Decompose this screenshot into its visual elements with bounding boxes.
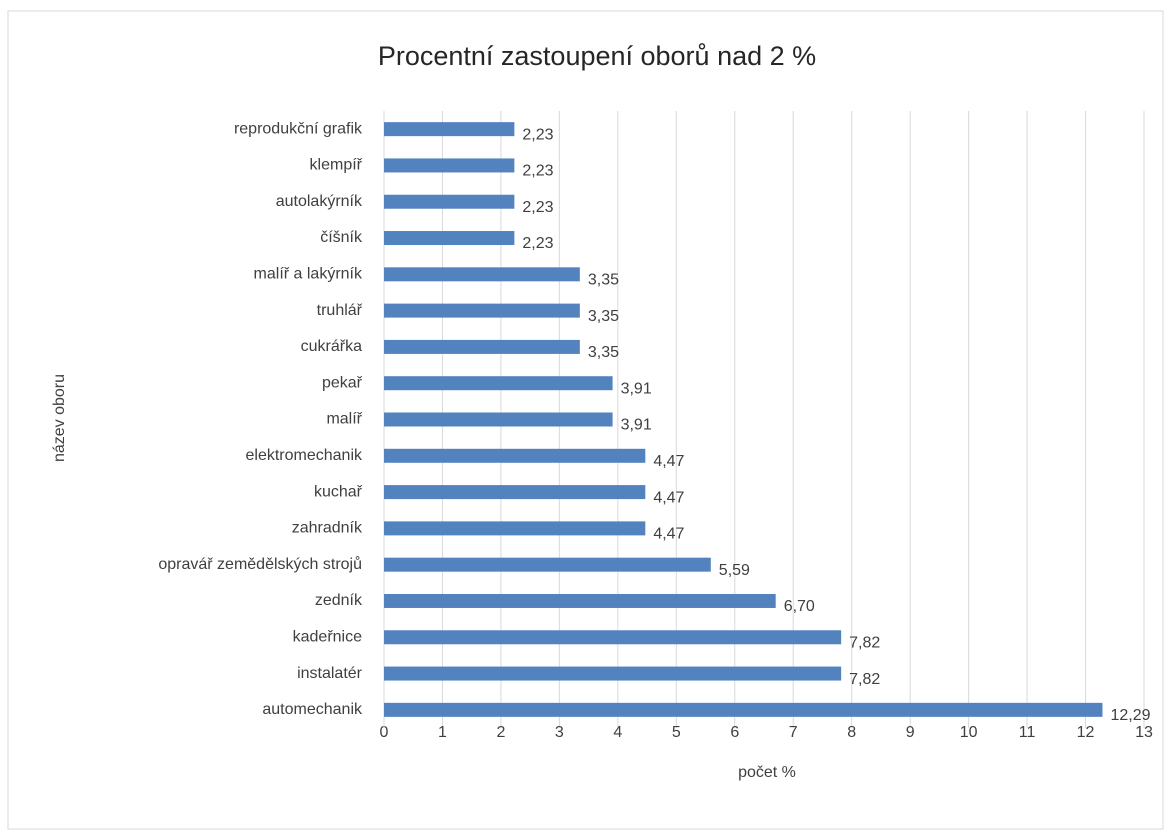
bar [384, 267, 580, 282]
bar [384, 448, 646, 463]
y-tick-label: cukrářka [301, 338, 362, 355]
chart-title: Procentní zastoupení oborů nad 2 % [378, 41, 816, 71]
value-label: 2,23 [522, 126, 553, 143]
y-tick-label: zedník [315, 592, 363, 609]
y-tick-label: malíř [326, 411, 362, 428]
bar [384, 557, 711, 572]
x-tick-label: 1 [438, 724, 447, 741]
x-tick-label: 6 [730, 724, 739, 741]
bar [384, 158, 515, 173]
value-label: 6,70 [784, 598, 815, 615]
value-label: 3,91 [621, 417, 652, 434]
bar [384, 376, 613, 391]
x-axis-label: počet % [738, 764, 796, 781]
value-label: 7,82 [849, 671, 880, 688]
bar [384, 521, 646, 536]
value-label: 4,47 [653, 526, 684, 543]
value-label: 3,91 [621, 380, 652, 397]
y-tick-label: reprodukční grafik [234, 120, 363, 137]
y-tick-label: klempíř [310, 157, 363, 174]
x-tick-label: 7 [789, 724, 798, 741]
value-label: 12,29 [1110, 707, 1150, 724]
y-tick-label: opravář zemědělských strojů [158, 555, 362, 573]
x-tick-label: 2 [496, 724, 505, 741]
y-tick-label: malíř a lakýrník [254, 266, 363, 283]
bar [384, 122, 515, 137]
y-tick-label: elektromechanik [246, 447, 364, 464]
value-label: 3,35 [588, 272, 619, 289]
x-tick-label: 11 [1019, 724, 1036, 741]
bar [384, 231, 515, 246]
y-tick-label: autolakýrník [276, 193, 363, 210]
bar [384, 339, 580, 354]
value-label: 3,35 [588, 344, 619, 361]
y-tick-label: kadeřnice [293, 628, 362, 645]
y-tick-label: automechanik [262, 701, 363, 718]
x-tick-label: 10 [960, 724, 978, 741]
x-tick-label: 3 [555, 724, 564, 741]
value-label: 7,82 [849, 634, 880, 651]
value-label: 2,23 [522, 199, 553, 216]
bar [384, 194, 515, 209]
x-tick-label: 5 [672, 724, 681, 741]
value-label: 4,47 [653, 453, 684, 470]
value-label: 2,23 [522, 235, 553, 252]
y-tick-label: kuchař [314, 483, 363, 500]
y-tick-label: číšník [320, 229, 363, 246]
y-tick-label: truhlář [317, 302, 363, 319]
y-axis-label: název oboru [51, 374, 68, 462]
x-tick-label: 0 [380, 724, 389, 741]
bar [384, 666, 842, 681]
bar [384, 630, 842, 645]
bar [384, 412, 613, 427]
x-tick-label: 13 [1135, 724, 1153, 741]
bar [384, 702, 1103, 717]
y-tick-label: pekař [322, 374, 363, 391]
y-tick-label: instalatér [297, 665, 363, 682]
bar [384, 303, 580, 318]
x-tick-label: 12 [1077, 724, 1095, 741]
bar [384, 593, 776, 608]
value-label: 4,47 [653, 489, 684, 506]
bar [384, 485, 646, 500]
value-label: 3,35 [588, 308, 619, 325]
value-label: 2,23 [522, 163, 553, 180]
y-tick-label: zahradník [292, 520, 363, 537]
x-tick-label: 9 [906, 724, 915, 741]
x-tick-label: 8 [847, 724, 856, 741]
x-tick-label: 4 [613, 724, 622, 741]
value-label: 5,59 [719, 562, 750, 579]
